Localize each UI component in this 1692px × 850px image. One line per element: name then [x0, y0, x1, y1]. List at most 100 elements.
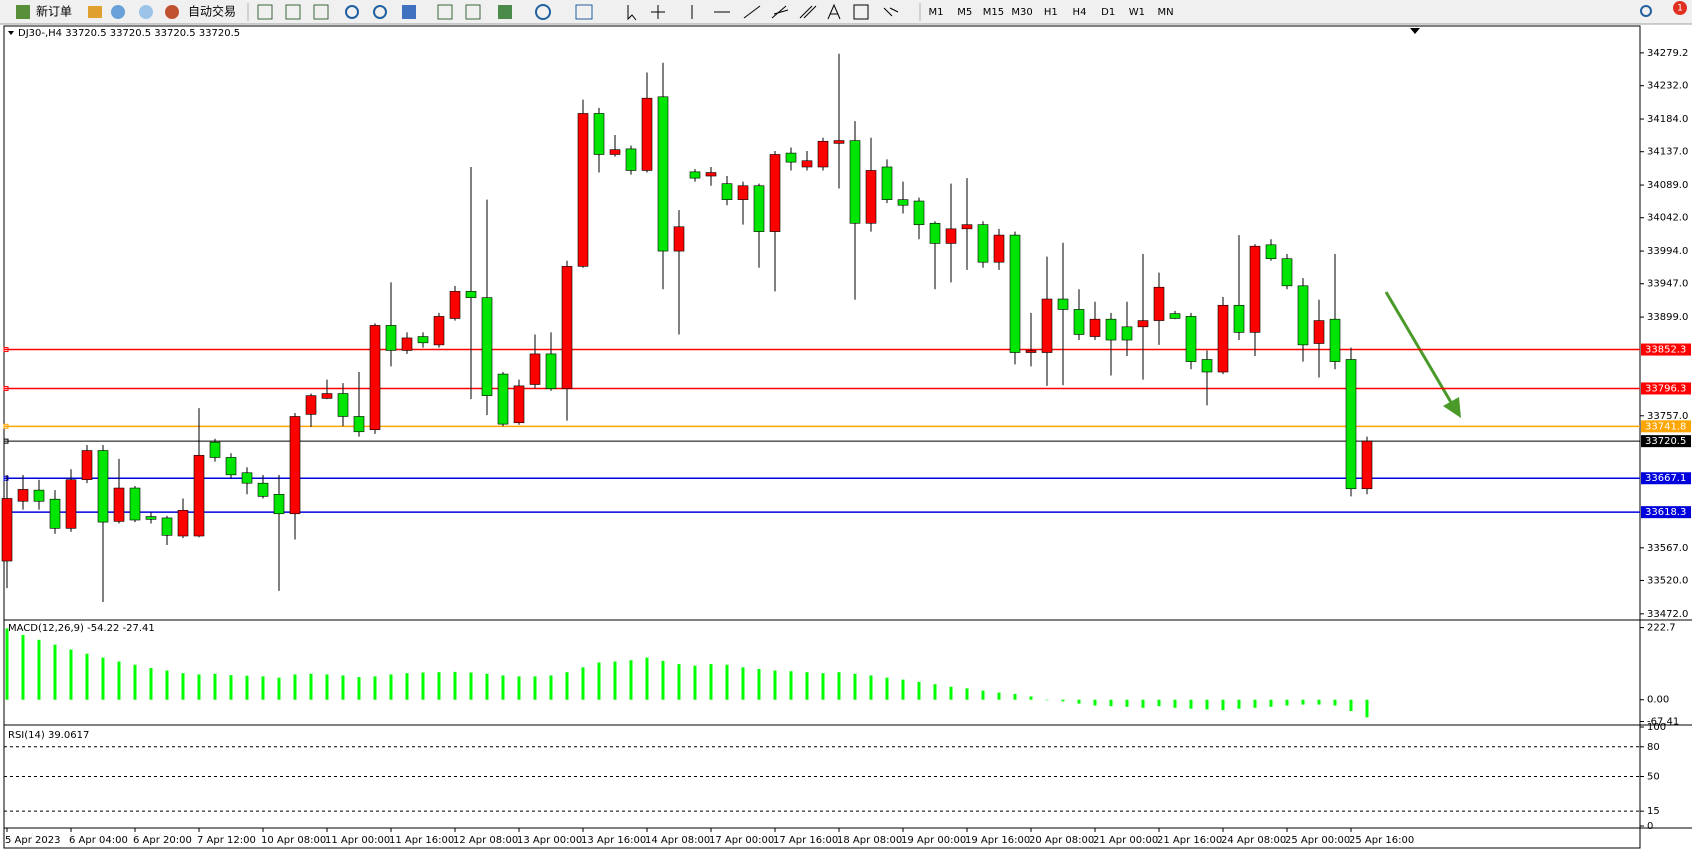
channel-tool[interactable]	[771, 5, 789, 19]
crosshair-tool[interactable]	[651, 5, 665, 19]
candle-body	[561, 266, 573, 389]
y-tick-label: 222.7	[1647, 623, 1676, 634]
timeframe-button[interactable]: D1	[1101, 7, 1115, 18]
price-level-tag	[1641, 420, 1691, 433]
fibo-tool[interactable]	[799, 5, 817, 19]
candle-body	[497, 373, 509, 425]
macd-bar	[805, 672, 809, 700]
candle-body	[145, 516, 157, 520]
x-tick-label: 17 Apr 00:00	[709, 835, 774, 846]
y-tick-label: 34279.2	[1647, 48, 1688, 59]
y-tick-label: 80	[1647, 742, 1660, 753]
macd-bar	[1061, 699, 1065, 702]
macd-bar	[1253, 699, 1257, 708]
toolbar-icon[interactable]	[313, 4, 329, 20]
candle-body	[1089, 318, 1101, 337]
y-tick-label: 34042.0	[1647, 213, 1688, 224]
candle-body	[305, 395, 317, 415]
toolbar-icon[interactable]	[535, 4, 551, 20]
price-level-label: 33618.3	[1645, 507, 1686, 518]
candle-body	[1137, 320, 1149, 328]
timeframe-button[interactable]: W1	[1129, 7, 1145, 18]
macd-bar	[789, 671, 793, 700]
x-tick-label: 21 Apr 00:00	[1093, 835, 1158, 846]
auto-trade-icon[interactable]	[165, 5, 179, 19]
zoom-out[interactable]	[373, 5, 387, 19]
candle-body	[609, 149, 621, 155]
y-tick-label: -67.41	[1647, 717, 1679, 728]
candle-body	[433, 316, 445, 346]
macd-bar	[629, 660, 633, 700]
macd-bar	[1125, 699, 1129, 707]
label-tool[interactable]	[853, 4, 869, 20]
zoom-in[interactable]	[345, 5, 359, 19]
search-icon[interactable]	[1640, 5, 1652, 17]
timeframe-button[interactable]: M5	[957, 7, 972, 18]
x-tick-label: 10 Apr 08:00	[261, 835, 326, 846]
x-tick-label: 6 Apr 20:00	[133, 835, 192, 846]
toolbar-icon[interactable]	[437, 4, 453, 20]
auto-trade-button[interactable]: 自动交易	[188, 4, 236, 19]
timeframe-button[interactable]: M30	[1011, 7, 1032, 18]
price-level-label: 33720.5	[1645, 436, 1686, 447]
toolbar-icon[interactable]	[575, 4, 593, 20]
candle-body	[209, 441, 221, 458]
macd-bar	[229, 675, 233, 700]
notification-badge[interactable]	[1673, 1, 1687, 15]
macd-bar	[501, 675, 505, 700]
candle-body	[401, 337, 413, 351]
timeframe-button[interactable]: M1	[929, 7, 944, 18]
timeframe-button[interactable]: MN	[1158, 7, 1174, 18]
toolbar-icon[interactable]	[111, 5, 125, 19]
candle-body	[225, 457, 237, 476]
candle-body	[881, 166, 893, 200]
toolbar-icon[interactable]	[88, 6, 102, 18]
toolbar-icon[interactable]	[285, 4, 301, 20]
candle-body	[1249, 245, 1261, 333]
macd-bar	[1093, 699, 1097, 706]
macd-bar	[1077, 699, 1081, 704]
macd-bar	[869, 675, 873, 700]
macd-bar	[741, 667, 745, 700]
toolbar	[0, 0, 1692, 24]
price-level-marker	[3, 438, 9, 444]
candle-body	[961, 224, 973, 230]
trendline-tool[interactable]	[743, 5, 761, 19]
candle-body	[97, 450, 109, 523]
new-order-button[interactable]: 新订单	[36, 4, 72, 19]
candle-body	[657, 96, 669, 252]
new-order-icon[interactable]	[16, 5, 30, 19]
x-tick-label: 21 Apr 16:00	[1157, 835, 1222, 846]
toolbar-icons	[16, 1, 1687, 21]
macd-bar	[1269, 699, 1273, 707]
candle-body	[1009, 234, 1021, 353]
y-tick-label: 34184.0	[1647, 114, 1688, 125]
macd-bar	[1365, 699, 1369, 718]
y-tick-label: 33520.0	[1647, 575, 1688, 586]
toolbar-icon[interactable]	[465, 4, 481, 20]
toolbar-icon[interactable]	[498, 5, 512, 19]
timeframe-button[interactable]: H1	[1044, 7, 1058, 18]
y-tick-label: 0	[1647, 821, 1653, 832]
macd-bar	[837, 672, 841, 700]
macd-bar	[165, 670, 169, 700]
candle-body	[577, 113, 589, 267]
macd-bar	[933, 684, 937, 700]
x-tick-label: 18 Apr 08:00	[837, 835, 902, 846]
candle-body	[1073, 309, 1085, 335]
timeframe-button[interactable]: H4	[1073, 7, 1087, 18]
toolbar-icon[interactable]	[139, 5, 153, 19]
arrow-tool[interactable]	[883, 7, 899, 17]
macd-bar	[661, 660, 665, 700]
macd-bar	[389, 674, 393, 700]
candle-body	[1345, 359, 1357, 490]
candle-body	[849, 140, 861, 224]
text-tool[interactable]	[827, 3, 841, 20]
timeframe-button[interactable]: M15	[983, 7, 1004, 18]
x-tick-label: 14 Apr 08:00	[645, 835, 710, 846]
toolbar-icon[interactable]	[257, 4, 273, 20]
macd-bar	[1205, 699, 1209, 710]
toolbar-icon[interactable]	[402, 5, 416, 19]
cursor-tool[interactable]	[627, 5, 637, 21]
